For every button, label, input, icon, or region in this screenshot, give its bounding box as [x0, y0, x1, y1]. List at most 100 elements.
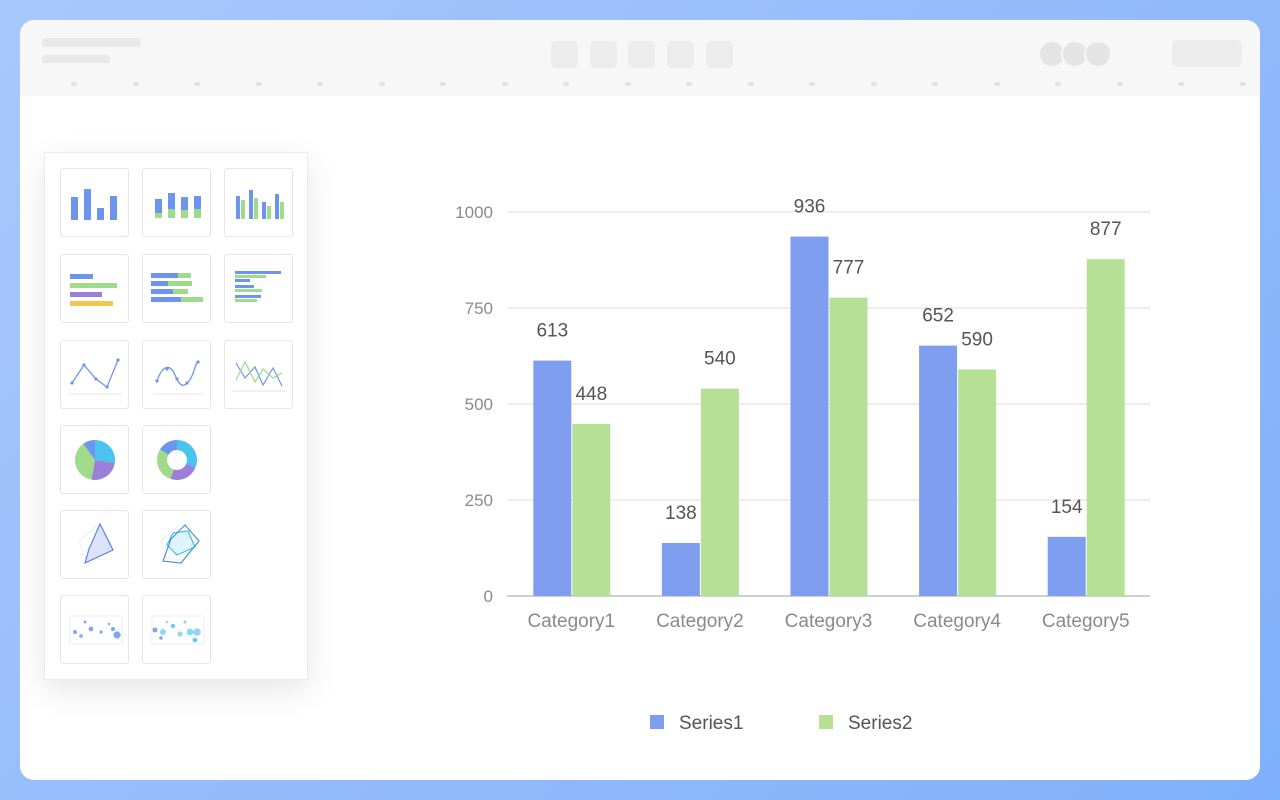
- ruler-tick: [194, 82, 200, 86]
- x-tick-label: Category1: [527, 611, 615, 632]
- data-label: 540: [704, 349, 736, 370]
- x-tick-label: Category3: [785, 611, 873, 632]
- chart-type-stacked-bar-chart[interactable]: [142, 254, 211, 323]
- ruler-tick: [686, 82, 692, 86]
- data-label: 590: [961, 329, 993, 350]
- x-tick-label: Category5: [1042, 611, 1130, 632]
- ruler-tick: [809, 82, 815, 86]
- scatter-chart-icon: [69, 615, 123, 645]
- bubble-chart-icon: [151, 615, 205, 645]
- title-placeholder: [42, 38, 141, 47]
- ruler-tick: [1116, 82, 1123, 86]
- donut-chart-icon: [157, 440, 197, 480]
- chart-type-scatter-chart[interactable]: [60, 595, 129, 664]
- bar-series2-category1[interactable]: [572, 423, 611, 596]
- ruler-tick: [71, 82, 77, 86]
- ruler-tick: [1178, 82, 1184, 86]
- line-chart-icon: [69, 358, 122, 395]
- ruler-tick: [932, 82, 938, 86]
- app-window: 0 250 500 750 1000 613 448 Category1 138 540 Categ…: [20, 20, 1260, 780]
- ruler-tick: [624, 82, 631, 86]
- bar-series2-category4[interactable]: [958, 369, 997, 596]
- chart-type-smooth-line-chart[interactable]: [142, 340, 211, 409]
- bar-series2-category3[interactable]: [829, 297, 868, 596]
- legend-item-series1[interactable]: Series1: [650, 713, 743, 734]
- chart-type-column-chart[interactable]: [60, 168, 129, 237]
- ruler-tick: [870, 82, 877, 86]
- data-label: 652: [922, 306, 954, 327]
- data-label: 936: [794, 197, 826, 218]
- multi-radar-chart-icon: [160, 524, 200, 564]
- chart-type-grouped-bar-chart[interactable]: [224, 254, 293, 323]
- ruler-tick: [747, 82, 754, 86]
- column-chart-icon: [71, 189, 117, 220]
- data-label: 613: [536, 321, 568, 342]
- stacked-bar-chart-icon: [151, 273, 203, 302]
- bar-series1-category3[interactable]: [790, 236, 829, 596]
- chart-type-donut-chart[interactable]: [142, 425, 211, 494]
- legend-label: Series2: [848, 713, 912, 730]
- y-tick-label: 250: [465, 491, 493, 510]
- toolbar-button-3[interactable]: [628, 41, 655, 68]
- grouped-bar-chart-icon: [235, 271, 281, 302]
- y-tick-label: 750: [465, 299, 493, 318]
- chart-type-multi-radar-chart[interactable]: [142, 510, 211, 579]
- share-button[interactable]: [1172, 40, 1242, 67]
- pie-chart-icon: [75, 440, 115, 480]
- bar-chart: 0 250 500 750 1000 613 448 Category1 138 540 Categ…: [400, 170, 1180, 734]
- ruler-tick: [993, 82, 1000, 86]
- ruler-tick: [255, 82, 262, 86]
- bar-series1-category4[interactable]: [919, 345, 958, 596]
- y-tick-label: 1000: [455, 203, 493, 222]
- chart-type-multi-line-chart[interactable]: [224, 340, 293, 409]
- ruler-tick: [1055, 82, 1061, 86]
- chart-type-palette: [44, 152, 308, 680]
- bar-series2-category2[interactable]: [700, 388, 739, 596]
- subtitle-placeholder: [42, 55, 110, 63]
- ruler-tick: [563, 82, 569, 86]
- ruler-tick: [1239, 82, 1246, 86]
- data-label: 777: [833, 258, 865, 279]
- data-label: 877: [1090, 219, 1122, 240]
- y-tick-label: 500: [465, 395, 493, 414]
- ruler-tick: [317, 82, 323, 86]
- radar-chart-icon: [78, 522, 114, 565]
- x-tick-label: Category4: [913, 611, 1001, 632]
- ruler-tick: [440, 82, 446, 86]
- chart-type-pie-chart[interactable]: [60, 425, 129, 494]
- stacked-column-chart-icon: [155, 193, 201, 218]
- avatar[interactable]: [1084, 40, 1112, 68]
- legend-swatch: [819, 715, 833, 729]
- chart-type-grouped-column-chart[interactable]: [224, 168, 293, 237]
- chart-type-bar-chart[interactable]: [60, 254, 129, 323]
- ruler-tick: [501, 82, 508, 86]
- x-tick-label: Category2: [656, 611, 744, 632]
- chart-type-stacked-column-chart[interactable]: [142, 168, 211, 237]
- toolbar-button-2[interactable]: [590, 41, 617, 68]
- legend-item-series2[interactable]: Series2: [819, 713, 912, 734]
- smooth-line-chart-icon: [153, 360, 203, 395]
- bar-series1-category1[interactable]: [533, 360, 572, 596]
- bar-series1-category5[interactable]: [1047, 536, 1086, 596]
- data-label: 154: [1051, 497, 1083, 518]
- legend-swatch: [650, 715, 664, 729]
- chart-svg: 0 250 500 750 1000 613 448 Category1 138 540 Categ…: [455, 197, 1150, 734]
- grouped-column-chart-icon: [236, 190, 284, 219]
- toolbar-button-5[interactable]: [706, 41, 733, 68]
- chart-type-radar-chart[interactable]: [60, 510, 129, 579]
- bar-series1-category2[interactable]: [661, 543, 700, 596]
- data-label: 138: [665, 503, 697, 524]
- toolbar-button-1[interactable]: [551, 41, 578, 68]
- chart-type-bubble-chart[interactable]: [142, 595, 211, 664]
- toolbar-button-4[interactable]: [667, 41, 694, 68]
- bar-chart-icon: [70, 274, 117, 306]
- ruler-tick: [378, 82, 385, 86]
- ruler-tick: [132, 82, 139, 86]
- legend-label: Series1: [679, 713, 743, 730]
- multi-line-chart-icon: [233, 360, 287, 392]
- data-label: 448: [575, 384, 607, 405]
- y-tick-label: 0: [484, 587, 493, 606]
- toolbar: [20, 20, 1260, 96]
- bar-series2-category5[interactable]: [1086, 259, 1125, 596]
- chart-type-line-chart[interactable]: [60, 340, 129, 409]
